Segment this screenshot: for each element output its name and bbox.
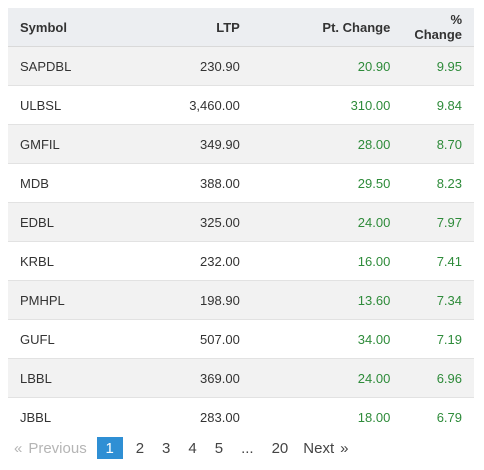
cell-ltp: 232.00 bbox=[139, 241, 252, 281]
table-row: MDB 388.00 29.50 8.23 bbox=[8, 163, 474, 203]
previous-label: Previous bbox=[28, 439, 87, 457]
next-page-button[interactable]: Next » bbox=[297, 437, 354, 459]
page-5-button[interactable]: 5 bbox=[214, 439, 224, 457]
page-2-button[interactable]: 2 bbox=[135, 439, 145, 457]
page-4-button[interactable]: 4 bbox=[188, 439, 197, 457]
previous-arrow-icon: « bbox=[14, 439, 23, 457]
cell-pct-change: 9.95 bbox=[402, 46, 474, 86]
cell-ltp: 507.00 bbox=[139, 319, 252, 359]
previous-page-button[interactable]: « Previous bbox=[8, 437, 93, 459]
cell-symbol: KRBL bbox=[8, 241, 140, 281]
cell-pct-change: 9.84 bbox=[402, 85, 474, 125]
header-pct-change: % Change bbox=[402, 8, 474, 47]
cell-symbol: PMHPL bbox=[8, 280, 140, 320]
cell-pt-change: 20.90 bbox=[251, 46, 403, 86]
table-header: Symbol LTP Pt. Change % Change bbox=[8, 8, 474, 47]
cell-symbol: EDBL bbox=[8, 202, 140, 242]
cell-ltp: 230.90 bbox=[139, 46, 252, 86]
cell-pct-change: 6.96 bbox=[402, 358, 474, 398]
cell-symbol: ULBSL bbox=[8, 85, 140, 125]
cell-pct-change: 6.79 bbox=[402, 397, 474, 436]
table-row: SAPDBL 230.90 20.90 9.95 bbox=[8, 46, 474, 86]
gainers-table-container: Symbol LTP Pt. Change % Change SAPDBL 23… bbox=[8, 8, 474, 436]
cell-pct-change: 8.23 bbox=[402, 163, 474, 203]
cell-pt-change: 13.60 bbox=[251, 280, 403, 320]
cell-pct-change: 7.97 bbox=[402, 202, 474, 242]
table-body: SAPDBL 230.90 20.90 9.95 ULBSL 3,460.00 … bbox=[8, 46, 474, 436]
page-20-button[interactable]: 20 bbox=[271, 439, 289, 457]
cell-pct-change: 7.19 bbox=[402, 319, 474, 359]
cell-pt-change: 34.00 bbox=[251, 319, 403, 359]
cell-symbol: JBBL bbox=[8, 397, 140, 436]
cell-ltp: 325.00 bbox=[139, 202, 252, 242]
cell-ltp: 349.90 bbox=[139, 124, 252, 164]
cell-pt-change: 310.00 bbox=[251, 85, 403, 125]
table-row: KRBL 232.00 16.00 7.41 bbox=[8, 241, 474, 281]
page-1-button[interactable]: 1 bbox=[96, 437, 123, 459]
header-pt-change: Pt. Change bbox=[251, 8, 403, 47]
cell-symbol: MDB bbox=[8, 163, 140, 203]
cell-ltp: 198.90 bbox=[139, 280, 252, 320]
table-row: EDBL 325.00 24.00 7.97 bbox=[8, 202, 474, 242]
cell-symbol: GUFL bbox=[8, 319, 140, 359]
cell-ltp: 3,460.00 bbox=[139, 85, 252, 125]
table-row: JBBL 283.00 18.00 6.79 bbox=[8, 397, 474, 436]
cell-pct-change: 7.34 bbox=[402, 280, 474, 320]
cell-pt-change: 24.00 bbox=[251, 202, 403, 242]
cell-ltp: 388.00 bbox=[139, 163, 252, 203]
cell-ltp: 369.00 bbox=[139, 358, 252, 398]
cell-pt-change: 29.50 bbox=[251, 163, 403, 203]
header-row: Symbol LTP Pt. Change % Change bbox=[8, 8, 474, 47]
next-arrow-icon: » bbox=[340, 439, 349, 457]
header-ltp: LTP bbox=[139, 8, 252, 47]
header-symbol: Symbol bbox=[8, 8, 140, 47]
cell-pct-change: 8.70 bbox=[402, 124, 474, 164]
pagination: « Previous 1 2 3 4 5 ... 20 Next » bbox=[8, 436, 354, 460]
cell-pt-change: 18.00 bbox=[251, 397, 403, 436]
table-row: PMHPL 198.90 13.60 7.34 bbox=[8, 280, 474, 320]
cell-symbol: GMFIL bbox=[8, 124, 140, 164]
cell-pt-change: 24.00 bbox=[251, 358, 403, 398]
cell-symbol: SAPDBL bbox=[8, 46, 140, 86]
cell-ltp: 283.00 bbox=[139, 397, 252, 436]
gainers-table: Symbol LTP Pt. Change % Change SAPDBL 23… bbox=[8, 8, 474, 436]
cell-pt-change: 16.00 bbox=[251, 241, 403, 281]
next-label: Next bbox=[303, 439, 335, 457]
cell-symbol: LBBL bbox=[8, 358, 140, 398]
table-row: GUFL 507.00 34.00 7.19 bbox=[8, 319, 474, 359]
table-row: LBBL 369.00 24.00 6.96 bbox=[8, 358, 474, 398]
cell-pt-change: 28.00 bbox=[251, 124, 403, 164]
pagination-ellipsis: ... bbox=[241, 439, 254, 457]
table-row: GMFIL 349.90 28.00 8.70 bbox=[8, 124, 474, 164]
table-row: ULBSL 3,460.00 310.00 9.84 bbox=[8, 85, 474, 125]
page-3-button[interactable]: 3 bbox=[162, 439, 171, 457]
cell-pct-change: 7.41 bbox=[402, 241, 474, 281]
